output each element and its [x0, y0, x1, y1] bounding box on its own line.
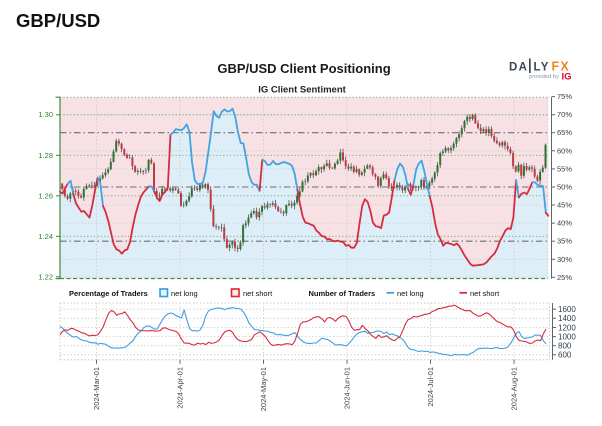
svg-text:net short: net short	[470, 289, 500, 298]
svg-text:1.26: 1.26	[38, 191, 53, 200]
svg-text:75%: 75%	[557, 92, 572, 101]
svg-text:800: 800	[558, 342, 572, 351]
svg-text:50%: 50%	[557, 183, 572, 192]
svg-text:IG Client Sentiment: IG Client Sentiment	[258, 85, 346, 96]
svg-text:LY: LY	[534, 62, 550, 74]
svg-text:2024-Jul-01: 2024-Jul-01	[426, 367, 435, 407]
svg-text:2024-May-01: 2024-May-01	[259, 367, 268, 411]
svg-text:45%: 45%	[557, 201, 572, 210]
svg-text:DA: DA	[509, 62, 528, 74]
svg-text:30%: 30%	[557, 255, 572, 264]
svg-text:55%: 55%	[557, 164, 572, 173]
svg-text:1.28: 1.28	[38, 151, 53, 160]
svg-text:2024-Jun-01: 2024-Jun-01	[343, 367, 352, 409]
svg-text:1200: 1200	[558, 323, 576, 332]
svg-text:25%: 25%	[557, 273, 572, 282]
svg-text:70%: 70%	[557, 110, 572, 119]
svg-text:provided by: provided by	[529, 74, 559, 80]
svg-text:FX: FX	[552, 60, 570, 74]
svg-text:Percentage of Traders: Percentage of Traders	[69, 289, 148, 298]
svg-text:2024-Mar-01: 2024-Mar-01	[92, 367, 101, 410]
svg-text:IG: IG	[562, 72, 572, 83]
svg-text:net short: net short	[243, 289, 273, 298]
svg-text:GBP/USD: GBP/USD	[16, 10, 100, 31]
svg-text:35%: 35%	[557, 237, 572, 246]
svg-text:600: 600	[558, 351, 572, 360]
svg-text:65%: 65%	[557, 128, 572, 137]
svg-text:1.22: 1.22	[38, 272, 53, 281]
svg-text:1.30: 1.30	[38, 110, 53, 119]
svg-text:1.24: 1.24	[38, 232, 53, 241]
svg-text:1600: 1600	[558, 305, 576, 314]
svg-text:40%: 40%	[557, 219, 572, 228]
svg-text:Number of Traders: Number of Traders	[309, 289, 376, 298]
svg-text:2024-Aug-01: 2024-Aug-01	[510, 367, 519, 410]
svg-text:net long: net long	[397, 289, 424, 298]
svg-text:1400: 1400	[558, 314, 576, 323]
svg-text:GBP/USD Client Positioning: GBP/USD Client Positioning	[217, 61, 390, 76]
svg-text:60%: 60%	[557, 146, 572, 155]
svg-text:1000: 1000	[558, 332, 576, 341]
svg-text:net long: net long	[171, 289, 198, 298]
svg-text:2024-Apr-01: 2024-Apr-01	[176, 367, 185, 409]
